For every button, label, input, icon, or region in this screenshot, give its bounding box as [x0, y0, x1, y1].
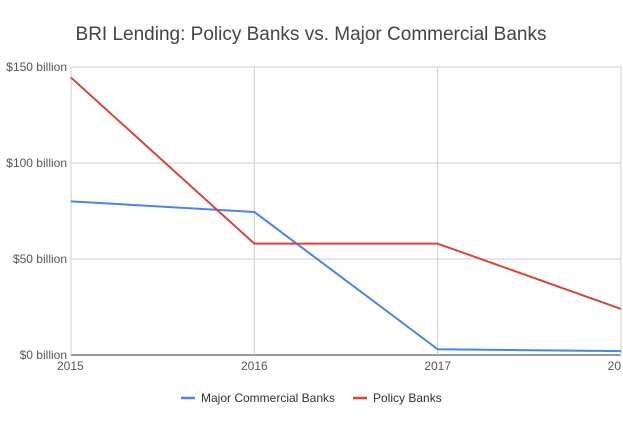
x-axis-ticks: 2015 2016 2017 20: [57, 359, 621, 373]
grid-lines: [70, 66, 622, 356]
y-axis-ticks: $0 billion $50 billion $100 billion $150 bi…: [6, 60, 67, 362]
y-tick-label: $50 billion: [13, 252, 67, 266]
chart-title: BRI Lending: Policy Banks vs. Major Comm…: [76, 24, 547, 45]
series-line-policy-banks: [70, 76, 622, 310]
legend-label: Major Commercial Banks: [201, 391, 335, 405]
x-tick-label: 20: [608, 359, 622, 373]
y-tick-label: $150 billion: [6, 60, 67, 74]
x-tick-label: 2016: [241, 359, 268, 373]
series-lines: [70, 76, 622, 353]
series-line-major-commercial-banks: [70, 200, 622, 353]
y-tick-label: $100 billion: [6, 156, 67, 170]
x-tick-label: 2017: [424, 359, 451, 373]
legend-label: Policy Banks: [373, 391, 442, 405]
legend: Major Commercial Banks Policy Banks: [181, 391, 442, 405]
x-tick-label: 2015: [57, 359, 84, 373]
y-tick-label: $0 billion: [20, 348, 67, 362]
